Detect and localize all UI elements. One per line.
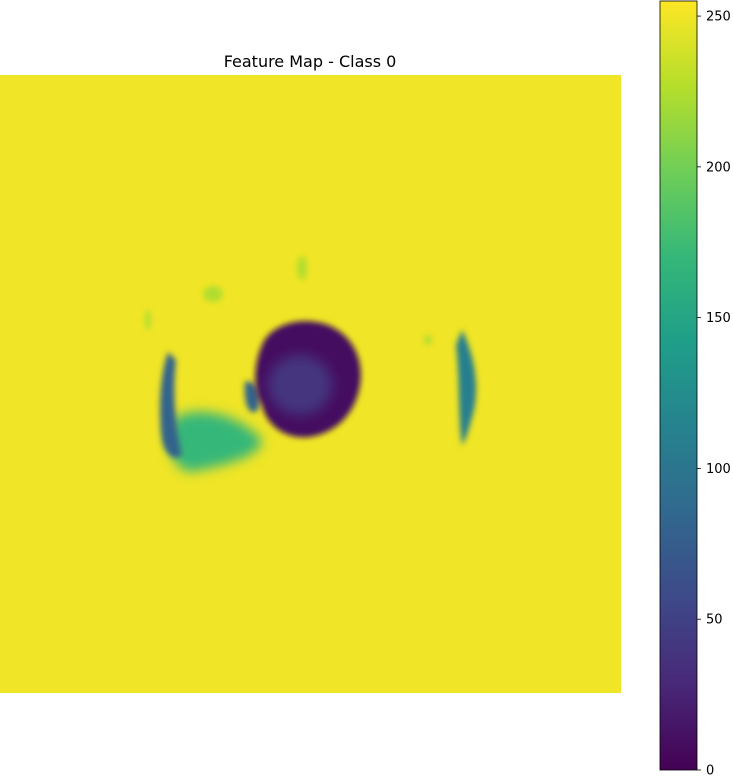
- colorbar-tick-label: 250: [706, 10, 731, 25]
- heatmap-region-left-wedge: [169, 411, 262, 472]
- heatmap-region-upper-spot-3: [145, 310, 151, 330]
- colorbar-gradient: [659, 0, 698, 771]
- colorbar-tick-label: 150: [706, 311, 731, 326]
- colorbar: 0 50 100 150 200 250: [659, 0, 731, 778]
- colorbar-tick-label: 50: [706, 613, 723, 628]
- heatmap-region-inner-core: [268, 355, 332, 415]
- heatmap-region-right-arc: [456, 330, 477, 445]
- heatmap-region-upper-spot-4: [424, 335, 432, 345]
- chart-title: Feature Map - Class 0: [224, 52, 397, 71]
- colorbar-tick-label: 0: [706, 764, 714, 778]
- colorbar-ticks: 0 50 100 150 200 250: [697, 10, 731, 778]
- heatmap-region-left-arc: [160, 352, 182, 458]
- colorbar-tick-label: 100: [706, 462, 731, 477]
- heatmap-image: [0, 75, 621, 693]
- colorbar-tick-label: 200: [706, 160, 731, 175]
- heatmap-region-upper-spot-1: [203, 286, 223, 302]
- heatmap-region-left-spur: [244, 381, 260, 413]
- heatmap-region-upper-spot-2: [297, 256, 307, 280]
